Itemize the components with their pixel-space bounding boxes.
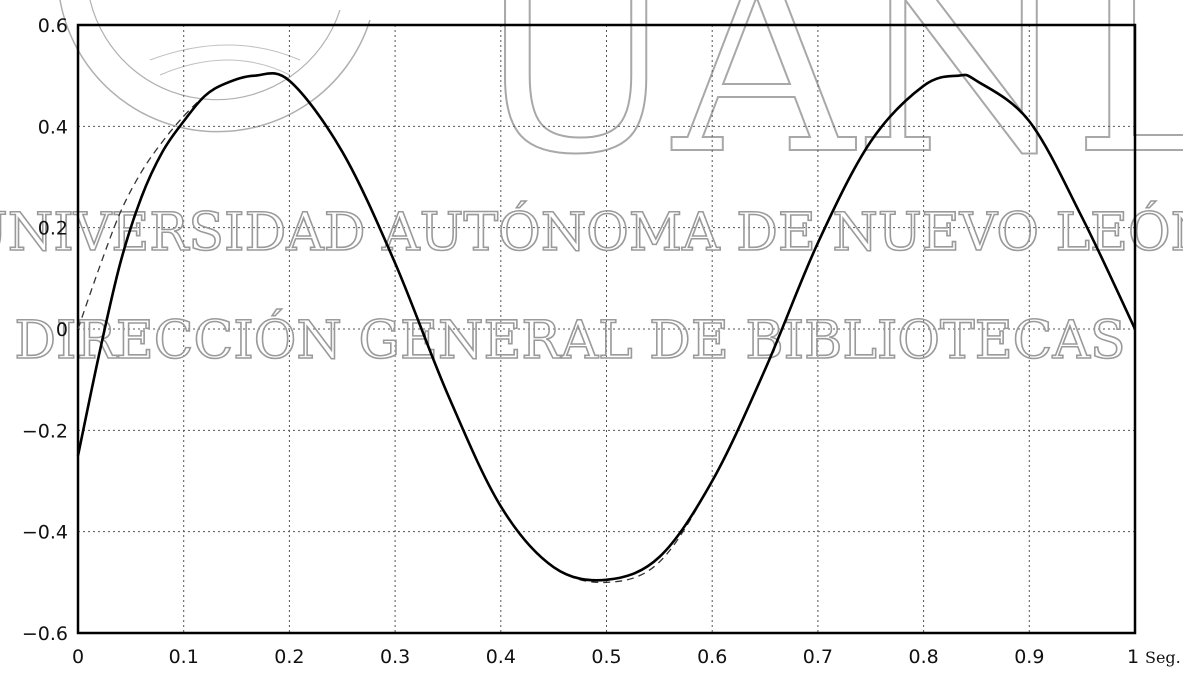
x-tick-label: 0.7 — [803, 646, 833, 668]
watermark-library-name: DIRECCIÓN GENERAL DE BIBLIOTECAS — [14, 309, 1125, 371]
y-tick-label: 0 — [56, 319, 68, 341]
series-layer — [76, 71, 1137, 584]
x-tick-label: 0 — [72, 646, 84, 668]
y-tick-label: 0.2 — [38, 218, 68, 240]
x-tick-label: 0.6 — [697, 646, 727, 668]
watermark-university-name: UNIVERSIDAD AUTÓNOMA DE NUEVO LEÓN — [0, 201, 1183, 263]
watermark-logo-text: UANL — [470, 0, 1183, 209]
x-tick-label: 0.3 — [380, 646, 410, 668]
x-tick-label: 0.8 — [908, 646, 938, 668]
y-tick-label: 0.6 — [38, 15, 68, 37]
y-tick-label: −0.6 — [22, 623, 68, 645]
y-tick-labels: 0.6 0.4 0.2 0 −0.2 −0.4 −0.6 — [22, 15, 68, 645]
x-tick-label: 0.4 — [486, 646, 516, 668]
x-tick-labels: 0 0.1 0.2 0.3 0.4 0.5 0.6 0.7 0.8 0.9 1 — [72, 646, 1139, 668]
x-tick-label: 1 — [1127, 646, 1139, 668]
x-tick-label: 0.1 — [169, 646, 199, 668]
x-tick-label: 0.9 — [1014, 646, 1044, 668]
y-tick-label: −0.2 — [22, 420, 68, 442]
series-solid-line — [76, 71, 1137, 582]
y-tick-label: −0.4 — [22, 522, 68, 544]
x-tick-label: 0.2 — [274, 646, 304, 668]
watermark-seal — [59, 0, 371, 133]
grid-lines — [77, 24, 1136, 634]
x-tick-label: 0.5 — [591, 646, 621, 668]
y-tick-label: 0.4 — [38, 116, 68, 138]
x-unit-label: Seg. — [1145, 648, 1181, 667]
